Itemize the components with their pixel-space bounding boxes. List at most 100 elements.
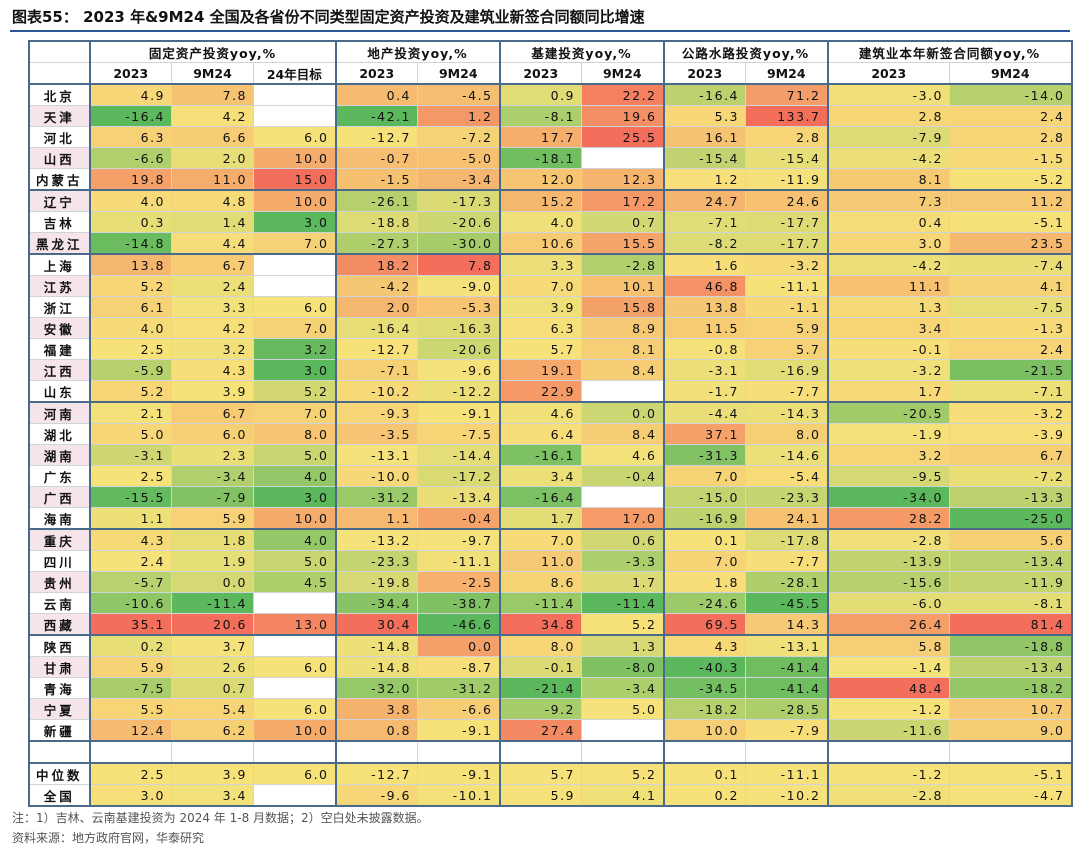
value-cell: 3.2 <box>171 338 255 360</box>
value-cell: 9.0 <box>949 719 1073 742</box>
province-name: 上海 <box>28 253 91 276</box>
value-cell: 5.9 <box>745 317 829 339</box>
value-cell: -32.0 <box>334 677 419 699</box>
table-row: 吉林 0.3 1.4 3.0 -18.8 -20.6 4.0 0.7 -7.1 -17.7 0.4-… <box>28 211 1073 233</box>
table-row: 西藏 35.1 20.6 13.0 30.4 -46.6 34.8 5.2 69.5 14.3 26… <box>28 613 1073 636</box>
spacer-cell <box>334 740 419 764</box>
value-cell: 1.7 <box>581 571 665 593</box>
value-cell: 6.2 <box>171 719 255 742</box>
spacer-cell <box>949 740 1073 764</box>
value-cell: -1.9 <box>826 423 951 445</box>
value-cell: -7.7 <box>745 380 829 403</box>
value-cell: 8.9 <box>581 317 665 339</box>
province-name: 广西 <box>28 486 91 508</box>
value-cell: -11.4 <box>498 592 583 614</box>
province-name: 甘肃 <box>28 656 91 678</box>
value-cell: 3.2 <box>253 338 337 360</box>
value-cell: 11.0 <box>171 168 255 191</box>
value-cell: -7.9 <box>171 486 255 508</box>
value-cell: 46.8 <box>662 275 747 297</box>
column-header: 9M24 <box>949 62 1073 85</box>
value-cell: 1.1 <box>334 507 419 530</box>
table-row: 中位数 2.5 3.9 6.0 -12.7 -9.1 5.7 5.2 0.1 -11.1 -1.2-… <box>28 762 1073 785</box>
value-cell: 11.0 <box>498 550 583 572</box>
value-cell: 5.3 <box>662 105 747 127</box>
table-row: 云南 -10.6 -11.4 -34.4 -38.7 -11.4 -11.4 -24.6 -45… <box>28 592 1073 614</box>
value-cell: -2.8 <box>826 528 951 551</box>
value-cell: 4.0 <box>253 528 337 551</box>
value-cell: -3.1 <box>662 359 747 381</box>
value-cell: 22.9 <box>498 380 583 403</box>
value-cell <box>253 275 337 297</box>
value-cell: -2.8 <box>826 784 951 807</box>
value-cell: -5.4 <box>745 465 829 487</box>
value-cell: -7.4 <box>949 253 1073 276</box>
value-cell: -9.6 <box>417 359 501 381</box>
province-name: 河南 <box>28 401 91 424</box>
group-header-construction: 建筑业本年新签合同额yoy,% <box>826 40 1073 63</box>
figure-title: 图表55： 2023 年&9M24 全国及各省份不同类型固定资产投资及建筑业新签… <box>12 8 645 26</box>
value-cell: 5.0 <box>253 550 337 572</box>
value-cell: -0.1 <box>498 656 583 678</box>
value-cell: -46.6 <box>417 613 501 636</box>
value-cell: 15.5 <box>581 232 665 255</box>
note-line: 注：1）吉林、云南基建投资为 2024 年 1-8 月数据；2）空白处未披露数据… <box>12 811 429 825</box>
value-cell: -11.1 <box>745 762 829 785</box>
value-cell: 3.4 <box>171 784 255 807</box>
spacer-cell <box>826 740 951 764</box>
table-row: 重庆 4.3 1.8 4.0 -13.2 -9.7 7.0 0.6 0.1 -17.8 -2.8 5.… <box>28 528 1073 551</box>
value-cell: 14.3 <box>745 613 829 636</box>
value-cell: 4.0 <box>88 317 173 339</box>
value-cell: 10.6 <box>498 232 583 255</box>
value-cell: 4.1 <box>949 275 1073 297</box>
value-cell: 4.2 <box>171 317 255 339</box>
value-cell: -12.7 <box>334 338 419 360</box>
value-cell: 4.6 <box>498 401 583 424</box>
spacer-cell <box>28 740 91 764</box>
value-cell: 5.2 <box>88 275 173 297</box>
value-cell: 4.3 <box>171 359 255 381</box>
source-line: 资料来源：地方政府官网，华泰研究 <box>12 831 205 845</box>
value-cell: -13.2 <box>334 528 419 551</box>
value-cell: 2.4 <box>88 550 173 572</box>
value-cell: -9.3 <box>334 401 419 424</box>
value-cell: -2.8 <box>581 253 665 276</box>
value-cell: 11.2 <box>949 189 1073 212</box>
value-cell: -11.6 <box>826 719 951 742</box>
value-cell: -18.2 <box>949 677 1073 699</box>
value-cell: -15.4 <box>745 147 829 169</box>
value-cell: 10.0 <box>253 719 337 742</box>
value-cell: 7.0 <box>253 401 337 424</box>
value-cell: 4.4 <box>171 232 255 255</box>
notes: 注：1）吉林、云南基建投资为 2024 年 1-8 月数据；2）空白处未披露数据… <box>12 808 429 848</box>
value-cell: 5.9 <box>498 784 583 807</box>
table-row: 山西 -6.6 2.0 10.0 -0.7 -5.0 -18.1 -15.4 -15.4 -4.2… <box>28 147 1073 169</box>
value-cell: 7.0 <box>662 465 747 487</box>
value-cell: -12.7 <box>334 762 419 785</box>
province-name: 四川 <box>28 550 91 572</box>
value-cell: -5.7 <box>88 571 173 593</box>
value-cell: 2.5 <box>88 338 173 360</box>
table-row: 江西 -5.9 4.3 3.0 -7.1 -9.6 19.1 8.4 -3.1 -16.9 -3.2… <box>28 359 1073 381</box>
spacer-cell <box>88 740 173 764</box>
value-cell: 13.8 <box>662 296 747 318</box>
value-cell: 0.9 <box>498 83 583 106</box>
value-cell: -0.4 <box>417 507 501 530</box>
value-cell: -0.4 <box>581 465 665 487</box>
value-cell: 5.9 <box>171 507 255 530</box>
value-cell: -18.8 <box>949 634 1073 657</box>
value-cell: -9.7 <box>417 528 501 551</box>
value-cell: 2.3 <box>171 444 255 466</box>
value-cell: -14.8 <box>334 656 419 678</box>
value-cell: 2.4 <box>949 105 1073 127</box>
value-cell: 4.2 <box>171 105 255 127</box>
value-cell: -1.5 <box>334 168 419 191</box>
value-cell: 4.3 <box>662 634 747 657</box>
column-header: 9M24 <box>581 62 665 85</box>
value-cell: -11.9 <box>745 168 829 191</box>
value-cell: 0.7 <box>171 677 255 699</box>
value-cell: 4.1 <box>581 784 665 807</box>
value-cell: -3.0 <box>826 83 951 106</box>
value-cell: -13.4 <box>949 656 1073 678</box>
value-cell: 6.7 <box>171 253 255 276</box>
